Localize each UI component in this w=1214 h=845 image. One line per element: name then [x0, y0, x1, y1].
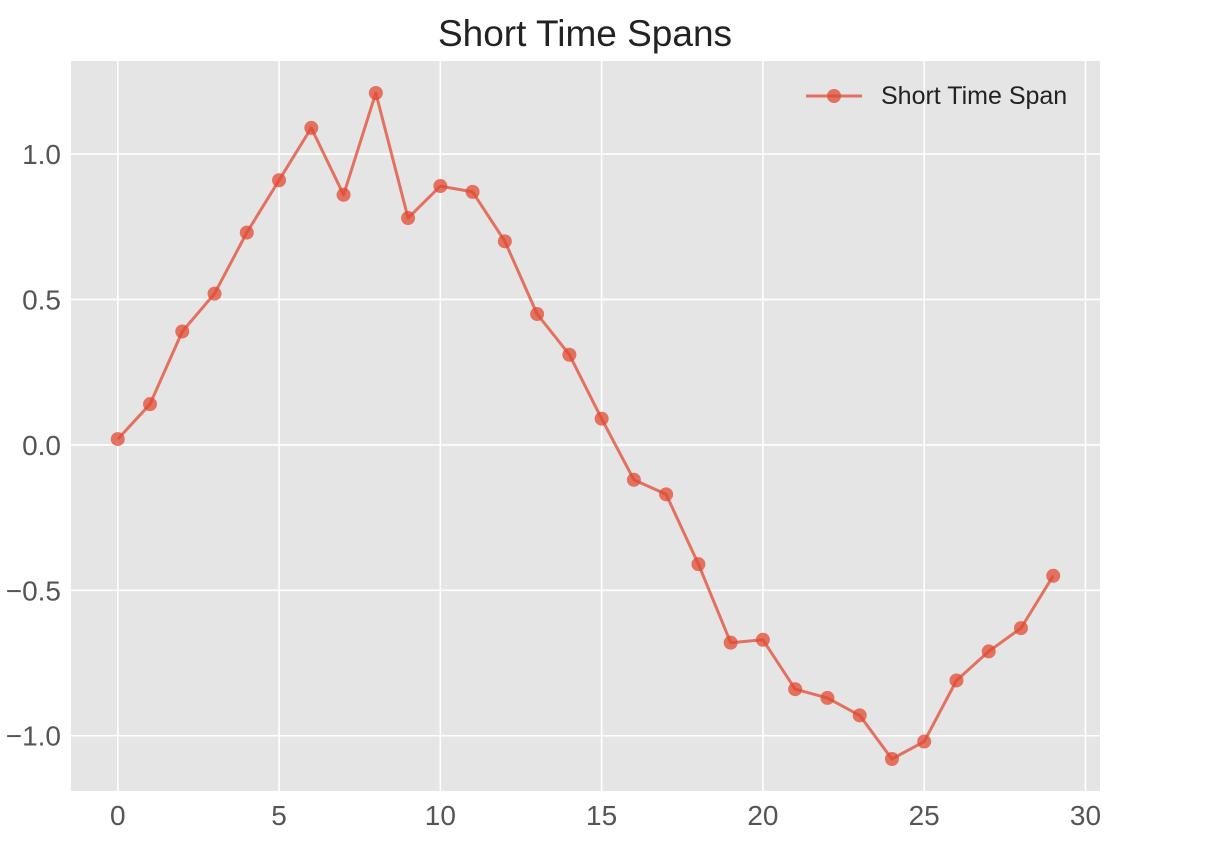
data-point	[1046, 568, 1061, 583]
y-tick-label: 1.0	[22, 139, 61, 170]
x-tick-label: 0	[110, 800, 126, 831]
data-point	[755, 632, 770, 647]
data-point	[691, 557, 706, 572]
series-layer	[110, 85, 1061, 767]
data-point	[788, 682, 803, 697]
y-tick-label: 0.0	[22, 430, 61, 461]
data-point	[917, 734, 932, 749]
data-point	[207, 286, 222, 301]
data-point	[336, 187, 351, 202]
data-point	[143, 397, 158, 412]
data-point	[981, 644, 996, 659]
x-tick-label: 20	[747, 800, 778, 831]
x-tick-label: 15	[586, 800, 617, 831]
data-point	[723, 635, 738, 650]
data-point	[562, 347, 577, 362]
x-tick-label: 5	[271, 800, 287, 831]
data-point	[852, 708, 867, 723]
legend-label: Short Time Span	[881, 82, 1067, 110]
data-point	[433, 179, 448, 194]
data-point	[594, 411, 609, 426]
data-point	[368, 85, 383, 100]
x-tick-label: 25	[909, 800, 940, 831]
data-point	[239, 225, 254, 240]
x-tick-label: 10	[425, 800, 456, 831]
legend: Short Time Span	[806, 82, 1067, 110]
data-point	[884, 752, 899, 767]
data-point	[659, 487, 674, 502]
data-point	[820, 690, 835, 705]
data-point	[304, 120, 319, 135]
data-point	[497, 234, 512, 249]
data-point	[1013, 621, 1028, 636]
data-point	[401, 211, 416, 226]
data-point	[272, 173, 287, 188]
plot-area	[71, 61, 1100, 791]
data-point	[465, 184, 480, 199]
x-tick-label: 30	[1070, 800, 1101, 831]
data-point	[626, 472, 641, 487]
y-tick-label: 0.5	[22, 284, 61, 315]
y-tick-label: −1.0	[6, 721, 61, 752]
data-point	[175, 324, 190, 339]
chart-title: Short Time Spans	[438, 13, 732, 54]
data-point	[949, 673, 964, 688]
data-point	[110, 432, 125, 447]
legend-dot-marker	[827, 89, 841, 103]
data-point	[530, 307, 545, 322]
axis-tick-labels: 0 5 10 15 20 25 30 1.0 0.5 0.0 −0.5 −1.0	[6, 139, 1101, 831]
y-tick-label: −0.5	[6, 575, 61, 606]
